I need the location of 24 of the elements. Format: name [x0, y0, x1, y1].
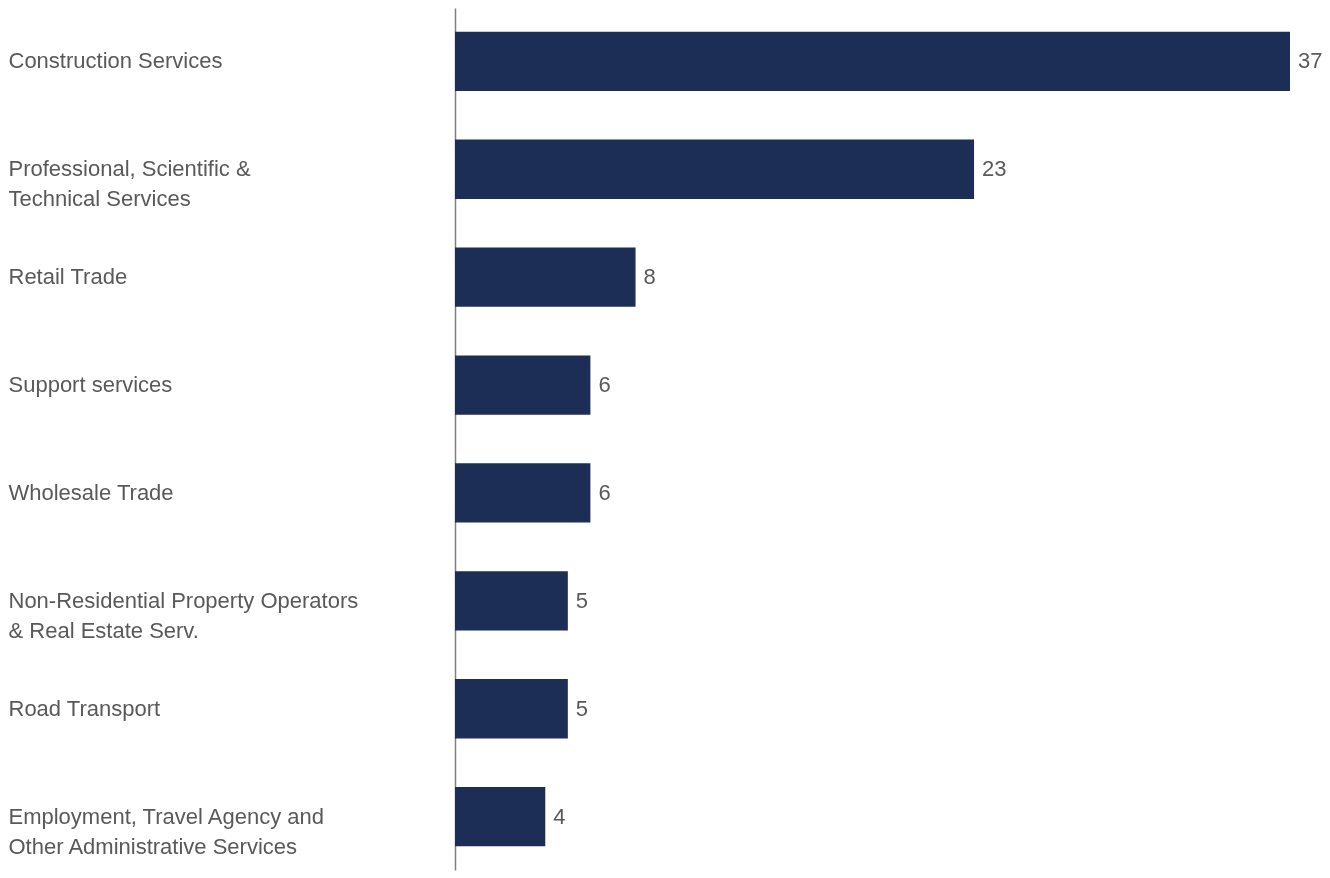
data-label: 6 — [598, 372, 611, 398]
y-tick-label: Road Transport — [8, 695, 161, 721]
data-label: 5 — [575, 587, 589, 613]
data-label: 6 — [598, 479, 611, 505]
data-label: 5 — [575, 695, 589, 721]
bar — [455, 139, 975, 199]
bar — [455, 679, 568, 739]
bar — [455, 571, 568, 631]
bar — [455, 463, 591, 523]
y-tick-label: Support services — [8, 372, 173, 398]
y-tick-label: Professional, Scientific & Technical Services — [8, 156, 251, 212]
y-tick-label: Construction Services — [8, 48, 223, 74]
data-label: 23 — [982, 156, 1007, 182]
bar — [455, 247, 636, 307]
data-label: 8 — [643, 264, 656, 290]
bar — [455, 31, 1290, 92]
data-label: 37 — [1298, 48, 1323, 74]
bar — [455, 786, 546, 847]
data-label: 4 — [553, 803, 566, 829]
y-tick-label: Retail Trade — [8, 264, 128, 290]
y-tick-label: Employment, Travel Agency and Other Administrative Services — [8, 803, 324, 859]
y-tick-label: Wholesale Trade — [8, 479, 174, 505]
bar — [455, 355, 591, 415]
y-tick-label: Non-Residential Property Operators & Real Estate Serv. — [8, 587, 359, 643]
